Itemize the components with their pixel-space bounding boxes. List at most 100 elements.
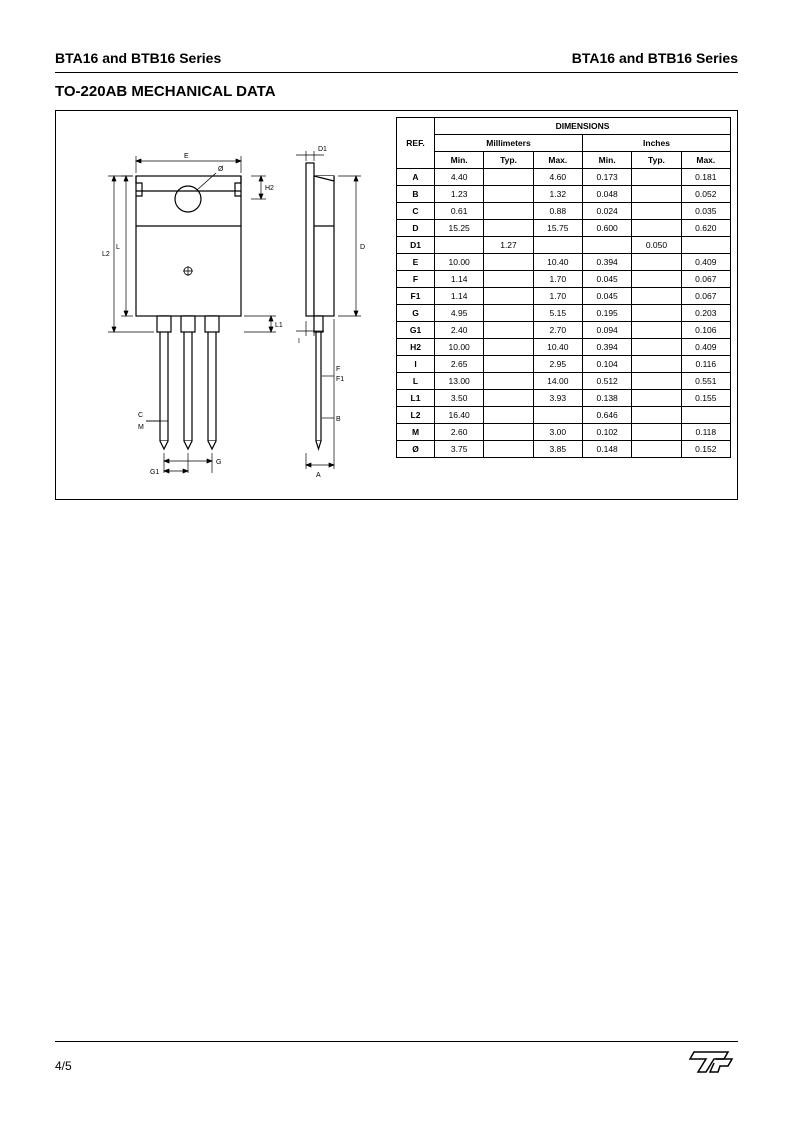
page-number: 4/5 [55,1059,72,1073]
th-in-typ: Typ. [632,152,681,169]
th-mm-max: Max. [533,152,582,169]
table-cell [484,373,533,390]
table-cell [484,424,533,441]
table-cell: 5.15 [533,305,582,322]
table-cell [632,220,681,237]
table-cell [484,356,533,373]
table-cell: 0.512 [582,373,631,390]
table-cell: L [397,373,435,390]
table-cell [681,237,730,254]
svg-text:G1: G1 [150,469,159,476]
table-cell: 3.85 [533,441,582,458]
table-cell [632,186,681,203]
table-cell: 1.14 [435,271,484,288]
th-dimensions: DIMENSIONS [435,118,731,135]
table-cell [632,169,681,186]
table-cell [484,390,533,407]
table-cell: 4.95 [435,305,484,322]
table-cell: 0.094 [582,322,631,339]
svg-text:C: C [138,412,143,419]
table-cell [484,203,533,220]
table-cell [632,441,681,458]
table-cell: M [397,424,435,441]
table-cell: 0.173 [582,169,631,186]
table-cell [632,271,681,288]
table-cell: 0.195 [582,305,631,322]
table-cell: B [397,186,435,203]
table-cell: 1.27 [484,237,533,254]
table-cell: 0.116 [681,356,730,373]
table-cell: 4.40 [435,169,484,186]
header-right: BTA16 and BTB16 Series [572,50,738,66]
table-cell [632,373,681,390]
table-cell: D [397,220,435,237]
table-cell: G [397,305,435,322]
table-cell: 1.70 [533,288,582,305]
table-cell [484,288,533,305]
svg-text:H2: H2 [265,185,274,192]
table-cell [484,322,533,339]
table-cell: 3.75 [435,441,484,458]
table-cell: 0.155 [681,390,730,407]
table-cell: 2.70 [533,322,582,339]
table-cell [681,407,730,424]
dimensions-table: REF. DIMENSIONS Millimeters Inches Min. … [396,117,731,458]
table-cell [632,424,681,441]
table-cell: 0.148 [582,441,631,458]
table-cell: L1 [397,390,435,407]
svg-text:B: B [336,416,341,423]
table-cell: 0.118 [681,424,730,441]
svg-text:L2: L2 [102,251,110,258]
table-cell: 0.88 [533,203,582,220]
table-cell: 0.045 [582,271,631,288]
svg-text:E: E [184,153,189,160]
table-cell: 0.551 [681,373,730,390]
table-cell [632,305,681,322]
table-cell [435,237,484,254]
table-cell [632,322,681,339]
table-cell: 0.052 [681,186,730,203]
package-drawing: Ø [56,111,396,499]
svg-text:D1: D1 [318,146,327,153]
table-cell: 0.024 [582,203,631,220]
table-row: E10.0010.400.3940.409 [397,254,731,271]
table-cell: 13.00 [435,373,484,390]
table-row: C0.610.880.0240.035 [397,203,731,220]
table-cell: 2.95 [533,356,582,373]
table-cell [632,288,681,305]
table-row: D11.270.050 [397,237,731,254]
table-cell: 0.106 [681,322,730,339]
table-cell [484,339,533,356]
table-cell: 3.50 [435,390,484,407]
svg-text:L: L [116,244,120,251]
th-in: Inches [582,135,730,152]
table-cell [632,356,681,373]
table-cell [484,407,533,424]
table-cell: 3.93 [533,390,582,407]
table-row: G12.402.700.0940.106 [397,322,731,339]
table-cell: 10.00 [435,339,484,356]
th-in-min: Min. [582,152,631,169]
to220-drawing-svg: Ø [66,121,396,491]
table-cell: 0.600 [582,220,631,237]
table-row: H210.0010.400.3940.409 [397,339,731,356]
table-cell: 0.138 [582,390,631,407]
table-cell: 10.40 [533,339,582,356]
th-mm-min: Min. [435,152,484,169]
table-cell: I [397,356,435,373]
st-logo [688,1048,738,1083]
table-cell [484,186,533,203]
table-cell: F [397,271,435,288]
table-row: I2.652.950.1040.116 [397,356,731,373]
table-cell: 2.40 [435,322,484,339]
table-cell [484,271,533,288]
table-cell: 0.620 [681,220,730,237]
section-title-mechdata: TO-220AB MECHANICAL DATA [55,83,738,100]
table-cell [632,390,681,407]
table-cell [533,407,582,424]
svg-text:Ø: Ø [218,166,224,173]
svg-text:M: M [138,424,144,431]
table-cell [533,237,582,254]
table-cell: 0.067 [681,271,730,288]
table-cell: 0.394 [582,254,631,271]
